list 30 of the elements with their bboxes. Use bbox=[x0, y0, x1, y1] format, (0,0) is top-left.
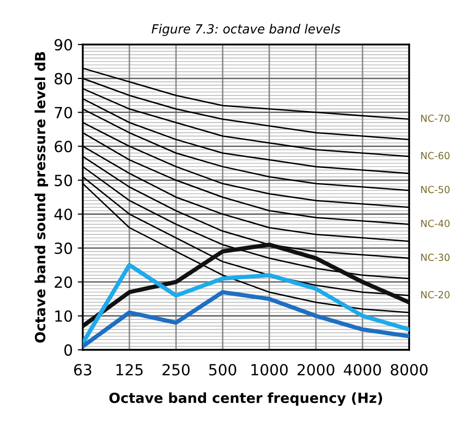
y-tick-label: 10 bbox=[55, 310, 72, 322]
y-tick-label: 30 bbox=[54, 242, 72, 254]
y-tick-label: 20 bbox=[54, 276, 72, 288]
line-series bbox=[82, 242, 410, 328]
y-tick-label: 50 bbox=[54, 174, 72, 186]
series-label: NC-20 bbox=[421, 290, 450, 298]
x-tick-label: 2000 bbox=[298, 364, 334, 376]
x-tick-label: 500 bbox=[209, 364, 236, 376]
line-series bbox=[82, 290, 410, 348]
y-tick-label: 80 bbox=[54, 72, 72, 84]
series-label: NC-30 bbox=[421, 254, 450, 262]
x-tick-label: 1000 bbox=[252, 364, 288, 376]
line-series bbox=[82, 262, 410, 346]
series-label: NC-60 bbox=[421, 152, 450, 160]
x-tick-label: 250 bbox=[162, 364, 190, 376]
series-label: NC-40 bbox=[421, 220, 450, 228]
y-tick-label: 40 bbox=[54, 208, 72, 220]
y-tick-label: 0 bbox=[64, 344, 72, 356]
y-axis-title: Octave band sound pressure level dB bbox=[34, 52, 48, 343]
x-axis-title: Octave band center frequency (Hz) bbox=[109, 392, 382, 406]
x-tick-label: 125 bbox=[116, 364, 143, 376]
x-tick-label: 4000 bbox=[344, 364, 381, 376]
x-tick-label: 8000 bbox=[390, 364, 428, 376]
series-label: NC-70 bbox=[421, 114, 450, 122]
chart-title: Figure 7.3: octave band levels bbox=[152, 24, 340, 36]
series-label: NC-50 bbox=[421, 186, 450, 194]
y-tick-label: 60 bbox=[54, 140, 72, 152]
y-tick-label: 70 bbox=[54, 106, 72, 118]
y-tick-label: 90 bbox=[54, 38, 72, 51]
x-tick-label: 63 bbox=[74, 364, 92, 376]
